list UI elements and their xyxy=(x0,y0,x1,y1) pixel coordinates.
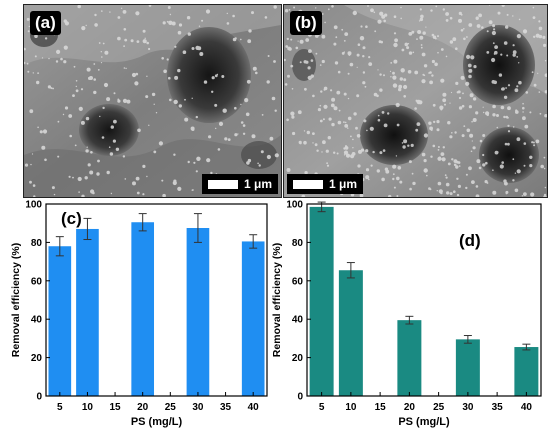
scale-bar-b: 1 μm xyxy=(287,174,364,194)
x-tick-label: 30 xyxy=(192,402,204,413)
x-tick-label: 35 xyxy=(220,402,232,413)
x-tick-label: 20 xyxy=(137,402,149,413)
sem-micrograph-a xyxy=(24,5,281,197)
plot-frame xyxy=(45,203,268,397)
scale-bar-a: 1 μm xyxy=(201,174,278,194)
bar xyxy=(131,222,155,396)
x-tick-label: 25 xyxy=(165,402,177,413)
panel-label-a: (a) xyxy=(30,11,61,35)
sem-micrograph-b xyxy=(284,5,547,197)
bar xyxy=(241,241,265,396)
x-tick-label: 40 xyxy=(248,402,260,413)
x-tick-label: 10 xyxy=(82,402,94,413)
y-tick-label: 80 xyxy=(31,238,43,249)
y-tick-label: 20 xyxy=(31,353,43,364)
x-tick-label: 15 xyxy=(110,402,122,413)
scale-bar-label: 1 μm xyxy=(243,177,272,191)
y-tick-label: 0 xyxy=(36,392,42,403)
y-tick-label: 40 xyxy=(31,315,43,326)
sem-image-a: (a) 1 μm xyxy=(23,4,282,198)
scale-bar-line xyxy=(293,179,323,189)
scale-bar-line xyxy=(207,179,238,189)
bar xyxy=(48,246,72,396)
x-axis-label: PS (mg/L) xyxy=(131,416,183,428)
sem-image-b: (b) 1 μm xyxy=(283,4,548,198)
y-axis-label: Removal efficiency (%) xyxy=(10,243,22,357)
panel-label-b: (b) xyxy=(290,11,322,35)
scale-bar-label: 1 μm xyxy=(329,177,358,191)
y-tick-label: 100 xyxy=(25,200,42,211)
x-tick-label: 5 xyxy=(57,402,63,413)
panel-label: (c) xyxy=(61,209,82,228)
bar xyxy=(186,228,210,396)
bar xyxy=(76,228,99,396)
y-tick-label: 60 xyxy=(31,276,43,287)
